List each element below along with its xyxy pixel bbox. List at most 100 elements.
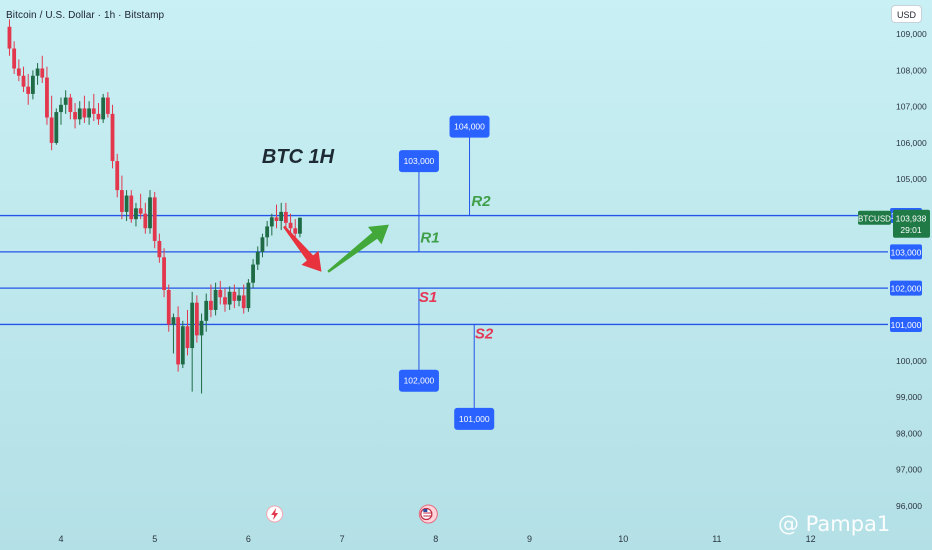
y-tick-label: 108,000 <box>896 65 927 75</box>
candle-body <box>237 295 241 301</box>
candle-body <box>73 112 77 120</box>
candle-body <box>204 300 209 321</box>
y-tick-label: 97,000 <box>896 465 922 475</box>
x-tick-label: 4 <box>58 534 63 544</box>
level-label-s2: S2 <box>475 326 494 343</box>
watermark-text: @ Pampa1 <box>778 512 891 536</box>
candle-body <box>148 197 152 229</box>
y-tick-label: 102,000 <box>891 284 922 294</box>
candle-body <box>194 302 199 336</box>
candle-body <box>232 291 237 301</box>
candle-body <box>87 108 92 118</box>
callout-label-text: 102,000 <box>404 376 435 386</box>
level-label-s1: S1 <box>419 289 437 306</box>
candle-body <box>255 251 260 265</box>
candle-body <box>171 317 176 325</box>
level-label-r1: R1 <box>420 229 439 246</box>
x-tick-label: 9 <box>527 534 532 544</box>
candle-body <box>209 300 213 310</box>
callout-label-text: 101,000 <box>459 414 490 424</box>
us-flag-event-icon[interactable] <box>418 504 438 524</box>
x-tick-label: 5 <box>152 534 157 544</box>
candle-body <box>176 317 181 365</box>
candle-body <box>35 68 40 76</box>
callout-label-text: 103,000 <box>404 156 435 166</box>
candle-body <box>162 257 166 290</box>
candle-body <box>40 68 45 78</box>
candle-body <box>199 320 204 336</box>
y-tick-label: 103,000 <box>891 247 922 257</box>
y-tick-label: 107,000 <box>896 102 927 112</box>
y-tick-label: 99,000 <box>896 392 922 402</box>
x-tick-label: 12 <box>806 534 816 544</box>
candle-body <box>143 213 148 229</box>
candle-body <box>265 226 270 238</box>
candle-body <box>298 217 302 234</box>
chart-title: BTC 1H <box>262 146 335 168</box>
y-tick-label: 100,000 <box>896 356 927 366</box>
candle-body <box>54 112 59 143</box>
candle-body <box>96 113 101 120</box>
callout-label <box>398 150 439 173</box>
callout-label-text: 104,000 <box>454 122 485 132</box>
candle-body <box>180 326 185 365</box>
arrow-up <box>327 224 389 273</box>
candle-body <box>120 190 124 212</box>
callout-label <box>454 407 495 430</box>
y-tick-label: 106,000 <box>896 138 927 148</box>
price-tag <box>890 316 922 332</box>
candle-body <box>185 326 190 349</box>
candle-body <box>7 26 12 49</box>
candle-body <box>293 228 298 234</box>
x-tick-label: 7 <box>340 534 345 544</box>
last-price-tag <box>893 209 930 238</box>
candle-body <box>227 291 232 305</box>
x-tick-label: 6 <box>246 534 251 544</box>
arrow-down <box>283 225 322 272</box>
callout-label <box>398 369 439 392</box>
lightning-icon[interactable] <box>266 505 284 523</box>
candle-body <box>223 297 227 305</box>
candle-body <box>218 289 223 298</box>
candle-body <box>63 97 68 105</box>
candle-body <box>260 237 265 252</box>
y-tick-label: 96,000 <box>896 501 922 511</box>
x-tick-label: 8 <box>433 534 438 544</box>
candle-body <box>45 77 49 118</box>
candle-body <box>283 211 288 223</box>
y-tick-label: 109,000 <box>896 29 927 39</box>
candle-body <box>16 68 21 76</box>
candle-body <box>129 195 134 220</box>
candle-body <box>91 108 96 114</box>
candle-body <box>49 117 54 143</box>
candle-body <box>101 97 106 120</box>
candle-body <box>30 75 35 94</box>
candle-body <box>68 97 73 113</box>
symbol-title[interactable]: Bitcoin / U.S. Dollar · 1h · Bitstamp <box>6 10 165 21</box>
candle-body <box>12 48 17 69</box>
candle-body <box>110 113 115 162</box>
candle-body <box>251 264 255 283</box>
x-tick-label: 11 <box>712 534 721 544</box>
candle-body <box>157 240 162 258</box>
level-label-r2: R2 <box>471 193 491 210</box>
candle-body <box>246 282 251 309</box>
candle-body <box>105 97 110 114</box>
price-tag <box>890 280 922 296</box>
lightning-bolt <box>271 508 279 520</box>
currency-button[interactable]: USD <box>891 5 922 23</box>
symbol-tag-text: BTCUSD <box>858 214 891 223</box>
candle-body <box>152 197 157 241</box>
last-price-text: 103,938 <box>896 213 927 223</box>
candle-body <box>279 211 284 221</box>
candle-body <box>59 104 63 113</box>
y-tick-label: 98,000 <box>896 428 922 438</box>
candle-body <box>21 75 26 87</box>
candle-body <box>77 108 82 120</box>
candle-body <box>82 108 87 118</box>
candle-body <box>138 208 143 214</box>
candle-body <box>274 217 279 221</box>
countdown-text: 29:01 <box>900 225 922 235</box>
